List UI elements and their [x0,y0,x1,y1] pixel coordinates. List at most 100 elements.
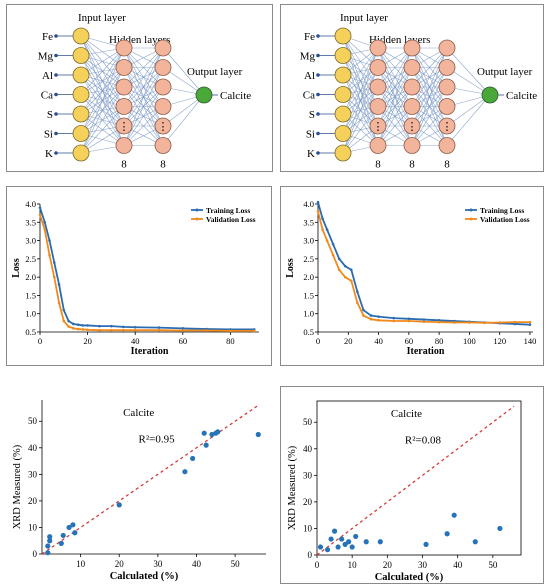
loss-point [321,228,324,231]
y-tick-label: 0.5 [25,327,36,337]
loss-point [157,326,161,329]
loss-point [72,322,75,326]
scatter-point [72,530,78,536]
scatter-point [328,536,334,542]
output-node [195,86,213,104]
scatter-point [47,538,53,544]
legend-label: Training Loss [206,206,250,215]
input-feature-label: Mg [300,51,316,63]
loss-point [407,317,411,321]
network-edge [342,47,379,95]
loss-point [48,239,51,242]
loss-point [343,264,347,268]
input-feature-label: Mg [38,51,54,63]
hidden-ellipsis: ⋮ [442,121,453,133]
loss-point [43,220,47,224]
network-diagram-right: Input layer Hidden layers Output layer Fe Mg… [280,4,544,172]
scatter-point [45,550,51,556]
y-tick-label: 3.5 [25,217,36,227]
x-tick-label: 0 [316,336,320,346]
y-tick-label: 0 [308,550,313,560]
scatter-point [472,539,478,545]
y-tick-label: 20 [28,496,38,506]
scatter-chart-right: 0 10 20 30 40 50 0 10 20 30 40 50 Calculated (%) XRD … [280,386,544,584]
y-axis-label: XRD Measured (%) [12,444,23,529]
output-node [481,86,499,104]
loss-point [110,328,113,332]
scatter-point [349,544,355,550]
network-edge [342,86,379,154]
legend-label: Validation Loss [480,215,530,224]
loss-point [38,213,42,217]
network-edge [342,106,379,154]
output-label: Calcite [220,90,251,102]
hidden-node [115,98,133,115]
loss-point [133,328,137,332]
hidden-node [115,39,133,57]
input-node [72,105,90,123]
scatter-svg-right: 0 10 20 30 40 50 0 10 20 30 40 50 Calculated (%) XRD … [287,400,522,583]
y-tick-label: 1.5 [303,290,314,300]
x-tick-label: 60 [405,336,414,346]
y-tick-label: 0 [33,549,38,559]
network-edge [342,47,379,115]
scatter-point [444,531,450,537]
x-tick-label: 20 [115,559,125,569]
hidden-ellipsis: ⋮ [119,121,130,133]
network-edge [446,94,491,127]
r-squared-annotation: R²=0.08 [405,434,442,446]
input-node [334,27,352,45]
loss-point [392,316,396,320]
x-axis-label: Iteration [407,346,445,357]
input-dot [54,92,58,97]
loss-point [110,324,113,328]
r-squared-annotation: R²=0.95 [139,433,176,445]
hidden-node [154,39,172,57]
x-tick-label: 20 [83,336,92,346]
loss-chart-right: 0.5 1.0 1.5 2.0 2.5 3.0 3.5 4.0 0 20 40 60 80 100 120 1… [280,186,544,366]
loss-point [422,320,426,324]
network-edge [80,125,125,154]
loss-point [513,322,517,326]
scatter-point [377,539,383,545]
loss-point [362,314,365,317]
loss-series-line [39,214,255,332]
scatter-point [70,522,76,528]
scatter-point [60,532,66,539]
input-node [334,125,352,142]
legend-marker [195,208,199,212]
hidden-node [369,98,387,115]
loss-point [343,275,347,279]
legend-marker [195,217,199,221]
legend-label: Validation Loss [206,215,256,224]
loss-point [67,325,70,328]
network-edge [80,67,125,154]
hidden-node [438,137,456,154]
y-tick-label: 10 [28,522,38,532]
network-edge [411,67,448,146]
hidden-ellipsis: ⋮ [407,121,418,133]
y-tick-label: 50 [28,416,38,426]
loss-point [98,328,101,332]
scatter-point [335,544,341,550]
network-edge [411,106,448,146]
loss-point [133,325,137,329]
y-tick-label: 3.0 [303,236,314,246]
y-tick-label: 2.0 [25,272,36,282]
output-layer-title: Output layer [477,66,533,78]
chart-title: Calcite [391,408,422,420]
x-tick-label: 40 [131,336,140,346]
y-tick-label: 1.0 [303,309,314,319]
loss-point [252,329,256,333]
input-dot [54,151,58,155]
loss-point [331,253,335,257]
hidden-node [438,39,456,57]
hidden-node [438,98,456,115]
network-edge [377,47,413,88]
loss-point [392,319,396,323]
input-feature-label: S [47,109,53,121]
x-axis-label: Iteration [131,346,169,357]
input-dot [316,112,320,116]
network-edge [377,47,413,127]
